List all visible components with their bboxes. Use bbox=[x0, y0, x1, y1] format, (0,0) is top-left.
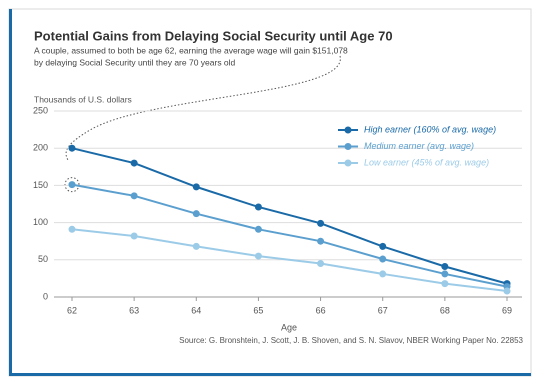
point bbox=[441, 280, 449, 288]
frame bbox=[8, 8, 532, 377]
x-tick-label: 65 bbox=[253, 305, 263, 315]
legend-label: Medium earner (avg. wage) bbox=[364, 141, 474, 151]
x-axis-label: Age bbox=[281, 322, 297, 332]
series-line bbox=[71, 228, 508, 293]
y-tick-label: 100 bbox=[33, 217, 48, 227]
series-line bbox=[71, 147, 508, 285]
x-tick-label: 68 bbox=[440, 305, 450, 315]
subtitle: by delaying Social Security until they a… bbox=[34, 57, 236, 67]
point bbox=[68, 181, 76, 189]
point bbox=[503, 287, 511, 295]
y-axis-label: Thousands of U.S. dollars bbox=[34, 94, 132, 104]
point bbox=[379, 270, 387, 278]
x-tick-label: 67 bbox=[378, 305, 388, 315]
x-tick-label: 66 bbox=[316, 305, 326, 315]
legend-label: High earner (160% of avg. wage) bbox=[364, 124, 496, 134]
y-tick-label: 150 bbox=[33, 180, 48, 190]
source: Source: G. Bronshtein, J. Scott, J. B. S… bbox=[179, 336, 523, 345]
point bbox=[130, 159, 138, 167]
legend-swatch bbox=[344, 143, 352, 150]
legend-swatch bbox=[344, 159, 352, 167]
chart-title: Potential Gains from Delaying Social Sec… bbox=[34, 28, 393, 43]
point bbox=[441, 270, 449, 278]
point bbox=[68, 225, 76, 233]
point bbox=[317, 260, 325, 268]
y-tick-label: 50 bbox=[38, 254, 48, 264]
point bbox=[379, 255, 387, 263]
point bbox=[441, 262, 449, 270]
annotation-circle bbox=[64, 177, 80, 193]
point bbox=[68, 144, 76, 152]
x-tick-label: 62 bbox=[67, 305, 77, 315]
series-line bbox=[71, 183, 508, 288]
x-tick-label: 63 bbox=[129, 305, 139, 315]
y-tick-label: 200 bbox=[33, 143, 48, 153]
legend-label: Low earner (45% of avg. wage) bbox=[364, 157, 489, 167]
point bbox=[254, 252, 262, 260]
y-tick-label: 0 bbox=[43, 291, 48, 301]
x-tick-label: 64 bbox=[191, 305, 201, 315]
frame-edge bbox=[9, 9, 12, 376]
point bbox=[254, 225, 262, 233]
point bbox=[130, 232, 138, 240]
point bbox=[192, 210, 200, 218]
frame-edge bbox=[9, 373, 531, 376]
point bbox=[254, 203, 262, 211]
point bbox=[317, 237, 325, 245]
x-tick-label: 69 bbox=[502, 305, 512, 315]
legend-swatch bbox=[344, 126, 352, 134]
point bbox=[379, 242, 387, 250]
point bbox=[192, 183, 200, 191]
point bbox=[192, 242, 200, 250]
point bbox=[317, 219, 325, 227]
subtitle: A couple, assumed to both be age 62, ear… bbox=[34, 45, 348, 55]
y-tick-label: 250 bbox=[33, 105, 48, 115]
point bbox=[130, 192, 138, 200]
